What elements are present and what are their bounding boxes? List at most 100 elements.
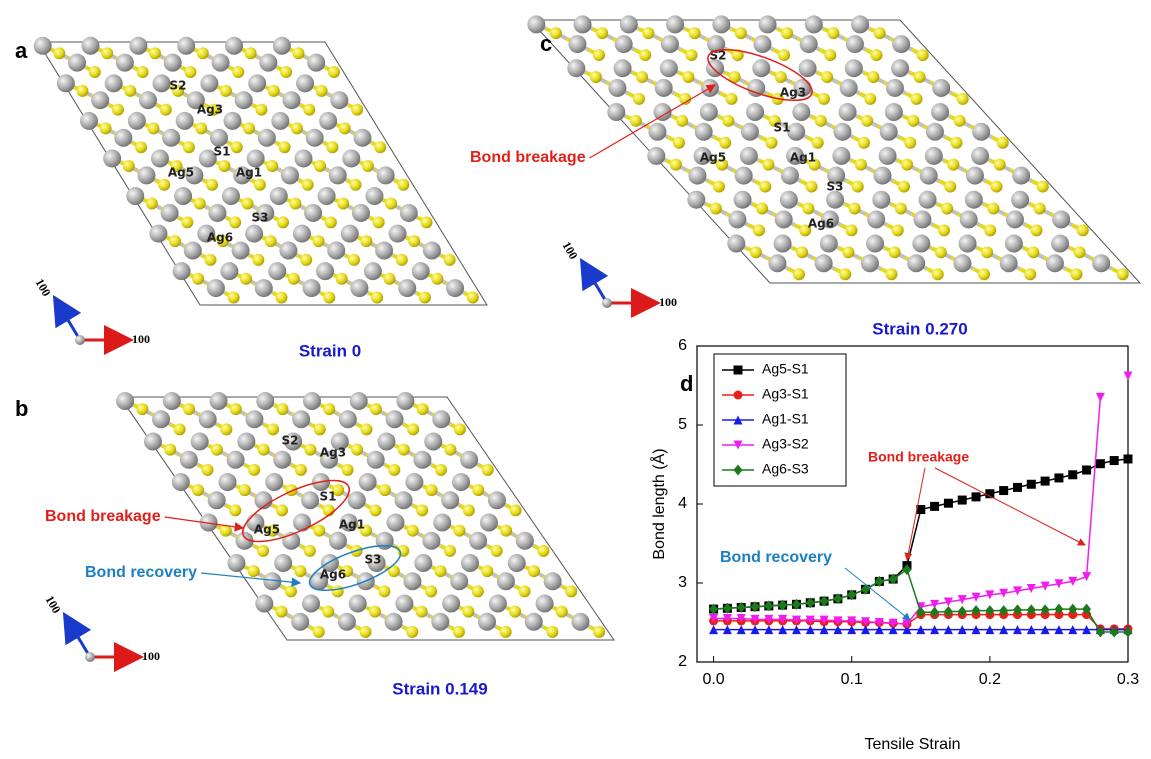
ag-atom <box>405 473 423 491</box>
s-atom <box>467 291 479 303</box>
ag-atom <box>478 613 496 631</box>
s-atom <box>206 179 218 191</box>
marker <box>1013 483 1022 492</box>
s-atom <box>867 71 879 83</box>
ag-atom <box>1092 254 1110 272</box>
s-atom <box>842 246 854 258</box>
atom-label: S3 <box>827 180 844 194</box>
s-atom <box>435 464 447 476</box>
marker <box>944 499 953 508</box>
s-atom <box>454 423 466 435</box>
s-atom <box>978 268 990 280</box>
ag-atom <box>1005 235 1023 253</box>
ag-atom <box>375 242 393 260</box>
legend-label: Ag6-S3 <box>762 461 809 477</box>
ag-atom <box>648 123 666 141</box>
s-atom <box>775 71 787 83</box>
s-atom <box>181 216 193 228</box>
ag-atom <box>525 613 543 631</box>
ag-atom <box>574 15 592 33</box>
ag-atom <box>1000 254 1018 272</box>
atom-label: S1 <box>774 121 791 135</box>
s-atom <box>76 85 88 97</box>
s-atom <box>426 484 438 496</box>
ag-atom <box>126 187 144 205</box>
ag-atom <box>727 235 745 253</box>
ag-atom <box>200 74 218 92</box>
ag-atom <box>152 410 170 428</box>
s-atom <box>904 137 916 149</box>
marker <box>1027 480 1036 489</box>
ag-atom <box>273 37 291 55</box>
s-atom <box>242 198 254 210</box>
s-atom <box>350 179 362 191</box>
ag-atom <box>712 15 730 33</box>
ag-atom <box>318 187 336 205</box>
ag-atom <box>1006 210 1024 228</box>
ag-atom <box>248 74 266 92</box>
s-atom <box>300 254 312 266</box>
s-atom <box>827 27 839 39</box>
ag-atom <box>544 572 562 590</box>
ag-atom <box>180 451 198 469</box>
ag-atom <box>759 15 777 33</box>
s-atom <box>463 504 475 516</box>
atom-label: Ag1 <box>236 166 262 180</box>
ag-atom <box>734 191 752 209</box>
s-atom <box>861 115 873 127</box>
ag-atom <box>608 79 626 97</box>
ag-atom <box>149 225 167 243</box>
s-atom <box>565 585 577 597</box>
ag-atom <box>329 532 347 550</box>
ag-atom <box>161 204 179 222</box>
s-atom <box>388 464 400 476</box>
s-atom <box>351 444 363 456</box>
s-atom <box>369 504 381 516</box>
ag-atom <box>1046 254 1064 272</box>
ag-atom <box>907 254 925 272</box>
ag-atom <box>245 410 263 428</box>
ag-atom <box>1012 167 1030 185</box>
s-atom <box>1034 202 1046 214</box>
s-atom <box>369 606 381 618</box>
s-atom <box>710 202 722 214</box>
marker <box>1096 393 1105 402</box>
ag-atom <box>536 595 554 613</box>
ag-atom <box>741 123 759 141</box>
s-atom <box>362 160 374 172</box>
s-atom <box>383 273 395 285</box>
ag-atom <box>271 112 289 130</box>
s-atom <box>218 160 230 172</box>
axis-label: 100 <box>659 295 677 309</box>
x-tick-label: 0.3 <box>1117 671 1139 688</box>
atom-label: Ag5 <box>254 523 280 537</box>
axis-label: 100 <box>43 593 64 616</box>
ag-atom <box>173 262 191 280</box>
atom-label: Ag3 <box>780 86 806 100</box>
s-atom <box>243 122 255 134</box>
s-atom <box>268 85 280 97</box>
ag-atom <box>965 191 983 209</box>
series-line <box>714 570 1128 632</box>
annotation: Bond breakage <box>45 508 161 525</box>
axis-arrow <box>66 617 90 657</box>
s-atom <box>778 49 790 61</box>
s-atom <box>360 235 372 247</box>
s-atom <box>323 403 335 415</box>
s-atom <box>184 66 196 78</box>
s-atom <box>874 27 886 39</box>
s-atom <box>793 268 805 280</box>
atom-label: Ag3 <box>197 103 223 117</box>
s-atom <box>229 504 241 516</box>
s-atom <box>416 606 428 618</box>
s-atom <box>472 484 484 496</box>
s-atom <box>373 216 385 228</box>
ag-atom <box>700 103 718 121</box>
ag-atom <box>283 91 301 109</box>
s-atom <box>360 626 372 638</box>
s-atom <box>257 545 269 557</box>
ag-atom <box>516 532 534 550</box>
s-atom <box>997 137 1009 149</box>
s-atom <box>756 202 768 214</box>
s-atom <box>169 235 181 247</box>
